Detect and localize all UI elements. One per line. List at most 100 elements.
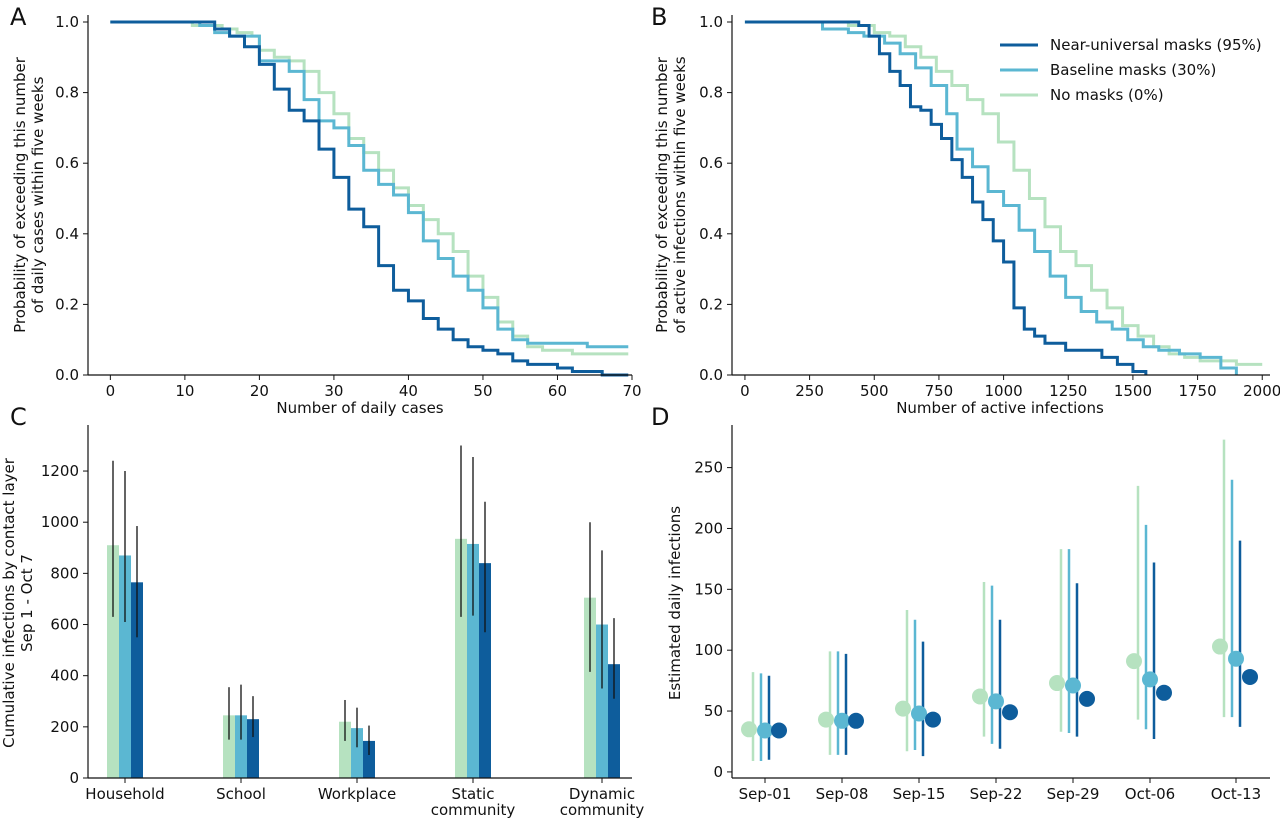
point-no-masks	[1126, 653, 1142, 670]
point-baseline	[1065, 677, 1081, 694]
panel-c-letter: C	[10, 403, 27, 431]
x-tick-label: 0	[106, 382, 116, 400]
panel-b-lines	[744, 20, 1263, 375]
point-near-universal	[1002, 704, 1018, 721]
y-tick-label: 100	[694, 641, 723, 659]
x-tick-label: 20	[250, 382, 269, 400]
panel-d: D Sep-01 Sep-08 Sep-15 Sep-22 Sep-29 Oct-06 Oc…	[651, 403, 1270, 803]
point-baseline	[834, 712, 850, 729]
x-tick-label: 1500	[1114, 382, 1152, 400]
point-baseline	[1142, 671, 1158, 688]
point-baseline	[988, 693, 1004, 710]
point-no-masks	[818, 711, 834, 728]
x-tick-label: Oct-06	[1125, 785, 1175, 803]
y-tick-label: 1.0	[55, 13, 79, 31]
panel-d-y-label: Estimated daily infections	[666, 506, 684, 700]
bar-near-universal	[131, 582, 143, 778]
x-tick-label: 50	[473, 382, 492, 400]
x-tick-label: community	[560, 801, 645, 819]
point-no-masks	[1212, 638, 1228, 655]
point-baseline	[757, 722, 773, 739]
panel-d-x-ticks: Sep-01 Sep-08 Sep-15 Sep-22 Sep-29 Oct-06 Oct-…	[739, 778, 1261, 803]
x-tick-label: 750	[925, 382, 954, 400]
y-tick-label: 0.2	[55, 295, 79, 313]
point-no-masks	[1049, 675, 1065, 692]
x-tick-label: Household	[85, 785, 164, 803]
panel-c-x-ticks: Household School Workplace StaticcommunityD…	[85, 778, 644, 819]
panel-d-letter: D	[651, 403, 669, 431]
y-tick-label: 250	[694, 459, 723, 477]
y-tick-label: 800	[50, 564, 79, 582]
x-tick-label: Sep-08	[816, 785, 869, 803]
panel-d-points	[741, 439, 1258, 761]
panel-a: A 0 10 20 30 40 50 60 70 0.0 0.2 0.4 0.6 0.8 1.0 Num…	[10, 3, 642, 417]
y-tick-label: 50	[704, 702, 723, 720]
x-tick-label: Sep-01	[739, 785, 792, 803]
panel-a-lines	[110, 20, 629, 377]
x-tick-label: community	[431, 801, 516, 819]
panel-c-bars	[107, 445, 620, 778]
panel-b-y-label-line2: of active infections within five weeks	[671, 56, 689, 333]
bar-no-masks	[455, 538, 467, 778]
x-tick-label: Sep-15	[893, 785, 946, 803]
panel-c: C Household School Workplace Staticcommunit…	[0, 403, 644, 819]
point-no-masks	[741, 721, 757, 738]
x-tick-label: 1250	[1049, 382, 1087, 400]
x-tick-label: School	[216, 785, 266, 803]
bar-no-masks	[584, 597, 596, 778]
panel-a-letter: A	[10, 3, 27, 31]
point-baseline	[911, 705, 927, 722]
x-tick-label: 40	[399, 382, 418, 400]
panel-a-x-label: Number of daily cases	[276, 399, 443, 417]
panel-c-y-label-line1: Cumulative infections by contact layer	[0, 457, 18, 748]
y-tick-label: 1000	[41, 513, 79, 531]
bar-baseline	[467, 543, 479, 778]
panel-a-y-ticks: 0.0 0.2 0.4 0.6 0.8 1.0	[55, 13, 88, 384]
panel-b: B 0 250 500 750 1000 1250 1500 1750 2000 0.00.20…	[651, 3, 1280, 417]
panel-c-y-label-line2: Sep 1 - Oct 7	[18, 554, 36, 652]
y-tick-label: 0.0	[699, 366, 723, 384]
bar-baseline	[235, 715, 247, 778]
y-tick-label: 400	[50, 667, 79, 685]
bar-near-universal	[247, 719, 259, 778]
bar-near-universal	[479, 563, 491, 778]
y-tick-label: 0.6	[55, 154, 79, 172]
panel-a-x-ticks: 0 10 20 30 40 50 60 70	[106, 375, 642, 400]
x-tick-label: 250	[795, 382, 824, 400]
x-tick-label: 1750	[1178, 382, 1216, 400]
x-tick-label: 30	[324, 382, 343, 400]
x-tick-label: Sep-29	[1047, 785, 1100, 803]
y-tick-label: 200	[694, 519, 723, 537]
bar-no-masks	[223, 715, 235, 778]
series-line-baseline	[744, 20, 1238, 375]
x-tick-label: Workplace	[318, 785, 396, 803]
panel-b-letter: B	[651, 3, 667, 31]
y-tick-label: 150	[694, 580, 723, 598]
x-tick-label: Sep-22	[970, 785, 1023, 803]
panel-b-x-ticks: 0 250 500 750 1000 1250 1500 1750 2000	[740, 375, 1280, 400]
y-tick-label: 0.8	[55, 84, 79, 102]
point-near-universal	[771, 722, 787, 739]
bar-baseline	[351, 728, 363, 778]
series-line-near-universal	[744, 20, 1148, 375]
bar-baseline	[596, 624, 608, 778]
legend-label-no-masks: No masks (0%)	[1050, 86, 1164, 104]
x-tick-label: 2000	[1243, 382, 1280, 400]
point-near-universal	[925, 711, 941, 728]
point-near-universal	[1079, 690, 1095, 707]
point-baseline	[1228, 650, 1244, 667]
y-tick-label: 0	[713, 763, 723, 781]
panel-a-y-label-line1: Probability of exceeding this number	[11, 56, 29, 333]
y-tick-label: 0.4	[55, 225, 79, 243]
legend-label-near-universal: Near-universal masks (95%)	[1050, 36, 1262, 54]
panel-c-y-ticks: 0 200 400 600 800 1000 1200	[41, 462, 88, 787]
bar-near-universal	[363, 740, 375, 778]
y-tick-label: 1.0	[699, 13, 723, 31]
series-line-no-masks	[110, 20, 629, 356]
point-no-masks	[895, 700, 911, 717]
series-line-near-universal	[110, 20, 629, 377]
point-near-universal	[1156, 684, 1172, 701]
bar-baseline	[119, 555, 131, 778]
y-tick-label: 0.2	[699, 295, 723, 313]
series-line-baseline	[110, 20, 629, 349]
